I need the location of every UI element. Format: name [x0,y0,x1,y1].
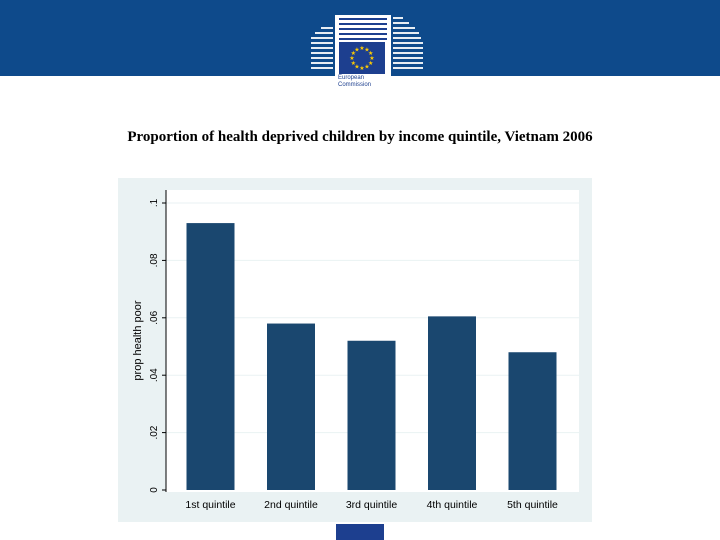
bar [428,316,476,490]
eu-star-icon: ★ [368,50,373,57]
y-axis-label: prop health poor [132,300,144,380]
x-tick-label: 1st quintile [185,499,235,511]
y-tick-label: .08 [149,253,160,267]
y-tick-label: .02 [149,425,160,439]
x-tick-label: 2nd quintile [264,499,318,511]
logo-line-1: European [338,75,365,81]
eu-star-icon: ★ [359,65,364,72]
building-stripes-icon [311,17,423,69]
bar-chart: 0 .02 .04 .06 .08 .1 prop health poor 1st quint… [132,190,579,511]
eu-stars-icon: ★ ★★★★★★★★★★★ [349,45,374,72]
eu-star-icon: ★ [364,46,369,53]
footer-tab [336,524,384,540]
european-commission-logo: ★ ★ ★ ★ ★ ★ ★ ★ ★ ★ ★ ★ European Commission [305,15,435,100]
y-tick-label: .04 [149,368,160,382]
x-tick-label: 5th quintile [507,499,558,511]
building-icon [339,18,387,40]
chart-title: Proportion of health deprived children b… [127,129,593,145]
eu-star-icon: ★ [368,60,373,67]
eu-star-icon: ★ [364,64,369,71]
bar [186,223,235,490]
bar [508,352,557,490]
eu-star-icon: ★ [351,50,356,57]
x-tick-label: 3rd quintile [346,499,398,511]
logo-text: European Commission [338,75,390,89]
y-tick-label: .06 [149,310,160,324]
bar [267,323,315,490]
eu-star-icon: ★ [369,55,374,62]
y-tick-label: 0 [149,487,160,493]
bar [347,340,396,490]
eu-flag-icon: ★ ★ ★ ★ ★ ★ ★ ★ ★ ★ ★ ★ [339,42,385,74]
y-tick-label: .1 [149,198,160,207]
logo-box: ★ ★ ★ ★ ★ ★ ★ ★ ★ ★ ★ ★ European Commission [335,15,391,100]
eu-star-icon: ★ [354,46,359,53]
eu-star-icon: ★ [349,55,354,62]
eu-star-icon: ★ [351,60,356,67]
x-tick-label: 4th quintile [427,499,478,511]
eu-star-icon: ★ [354,64,359,71]
eu-star-icon: ★ [359,45,364,52]
logo-line-2: Commission [338,82,372,88]
chart-area: 0 .02 .04 .06 .08 .1 prop health poor 1st quint… [118,178,592,522]
